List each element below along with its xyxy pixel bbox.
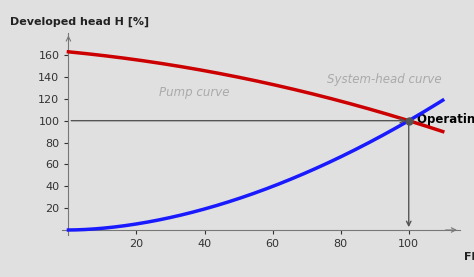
Text: System-head curve: System-head curve [327,73,442,86]
Text: Developed head H [%]: Developed head H [%] [10,17,149,27]
Text: Operating point: Operating point [417,113,474,126]
Text: Pump curve: Pump curve [159,86,229,99]
Text: Flow rate Q [%]: Flow rate Q [%] [464,252,474,262]
